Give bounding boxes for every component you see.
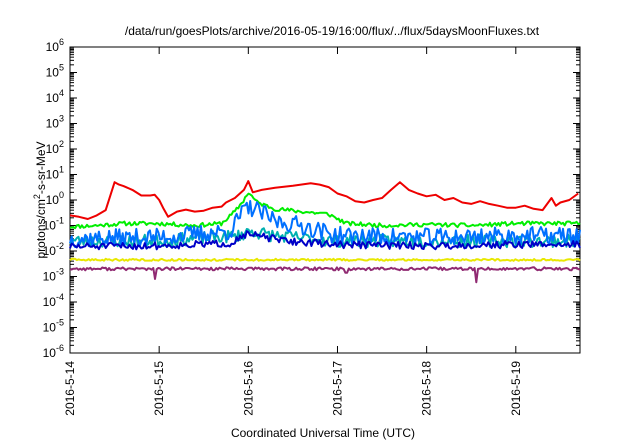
y-axis-title-sup: 2 (32, 194, 42, 199)
x-tick-label: 2016-5-14 (63, 361, 77, 416)
y-tick-label-exp: 3 (59, 114, 64, 124)
x-tick-label: 2016-5-19 (509, 361, 523, 416)
y-tick-label-base: 10 (46, 40, 60, 54)
y-tick-label-base: 10 (46, 193, 60, 207)
y-tick-label-exp: -3 (56, 267, 64, 277)
series-line (69, 257, 581, 262)
y-tick-label-base: 10 (43, 219, 57, 233)
x-tick-label: 2016-5-17 (330, 361, 344, 416)
x-axis-title: Coordinated Universal Time (UTC) (231, 426, 415, 440)
series-line (69, 200, 581, 248)
y-tick-label-base: 10 (46, 168, 60, 182)
x-tick-label: 2016-5-15 (152, 361, 166, 416)
y-tick-label: 100 (46, 190, 64, 207)
y-tick-label: 10-6 (43, 343, 64, 360)
y-tick-label: 103 (46, 114, 64, 131)
y-tick-label-exp: -1 (56, 216, 64, 226)
x-tick-label: 2016-5-18 (420, 361, 434, 416)
y-tick-label: 106 (46, 37, 64, 54)
series-line (70, 266, 581, 284)
plot-area: 10-610-510-410-310-210-11001011021031041… (43, 37, 581, 416)
y-tick-label: 10-2 (43, 241, 64, 258)
y-tick-label: 104 (46, 88, 64, 105)
y-tick-label: 10-4 (43, 292, 64, 309)
y-tick-label-base: 10 (43, 270, 57, 284)
y-tick-label-base: 10 (43, 244, 57, 258)
y-tick-label-exp: 4 (59, 88, 64, 98)
y-tick-label: 10-3 (43, 267, 64, 284)
y-tick-label-exp: 1 (59, 165, 64, 175)
y-tick-label-base: 10 (46, 66, 60, 80)
y-tick-label: 10-1 (43, 216, 64, 233)
y-tick-label-exp: 0 (59, 190, 64, 200)
y-tick-label: 10-5 (43, 318, 64, 335)
y-tick-label-exp: 5 (59, 63, 64, 73)
y-tick-label: 105 (46, 63, 64, 80)
y-axis-title: protons/cm2-s-sr-MeV (32, 141, 48, 258)
y-tick-label-exp: -6 (56, 343, 64, 353)
chart-title: /data/run/goesPlots/archive/2016-05-19/1… (125, 24, 540, 38)
y-tick-label: 102 (46, 139, 64, 156)
series-line (69, 230, 581, 251)
y-tick-label: 101 (46, 165, 64, 182)
y-tick-label-base: 10 (43, 321, 57, 335)
y-tick-label-base: 10 (46, 91, 60, 105)
y-tick-label-exp: -5 (56, 318, 64, 328)
y-tick-label-base: 10 (46, 117, 60, 131)
series-line (69, 180, 579, 220)
y-axis-title-base: protons/cm (34, 199, 48, 258)
y-tick-label-exp: 2 (59, 139, 64, 149)
y-tick-label-exp: -2 (56, 241, 64, 251)
y-tick-label-exp: -4 (56, 292, 64, 302)
y-tick-label-base: 10 (43, 346, 57, 360)
x-tick-label: 2016-5-16 (241, 361, 255, 416)
y-tick-label-exp: 6 (59, 37, 64, 47)
y-tick-label-base: 10 (46, 142, 60, 156)
y-axis-title-rest: -s-sr-MeV (34, 141, 48, 194)
plot-frame (69, 46, 581, 354)
series-line (69, 192, 581, 230)
y-tick-label-base: 10 (43, 295, 57, 309)
